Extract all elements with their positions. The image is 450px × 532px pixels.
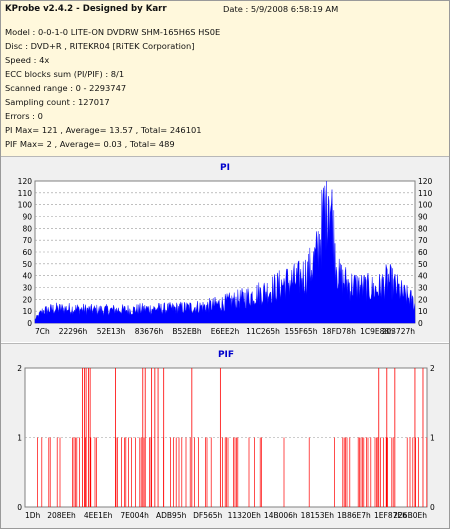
y2-tick-label: 0: [430, 503, 435, 512]
x-tick-label: 7Ch: [35, 327, 50, 336]
x-tick-label: 18153Eh: [301, 511, 335, 520]
x-tick-label: 14B006h: [264, 511, 298, 520]
y2-tick-label: 90: [418, 213, 428, 222]
y2-tick-label: 10: [418, 307, 428, 316]
x-tick-label: 7E004h: [120, 511, 149, 520]
info-pif-stats: PIF Max= 2 , Average= 0.03 , Total= 489: [5, 139, 175, 149]
y-tick-label: 20: [22, 295, 32, 304]
y2-tick-label: 120: [418, 177, 433, 186]
x-tick-label: 18FD78h: [322, 327, 356, 336]
x-tick-label: 155F65h: [285, 327, 318, 336]
x-tick-label: 52E13h: [97, 327, 126, 336]
x-tick-label: E6EE2h: [211, 327, 240, 336]
x-tick-label: ADB95h: [156, 511, 187, 520]
x-tick-label: 22296h: [59, 327, 88, 336]
y-tick-label: 110: [18, 189, 33, 198]
pi-chart-panel: PI 0 10 20 30 40 50 60 70 80 90 100 110 120 0 10 20 30 40 5…: [1, 157, 449, 342]
y-tick-label: 60: [22, 248, 32, 257]
x-tick-label: 1C9E88h: [360, 327, 394, 336]
chart-title: PI: [220, 163, 230, 173]
pif-chart: PIF 0 1 2 0 1 2 1Dh 208EEh 4EE1Eh 7E004h ADB95h DF56…: [17, 350, 435, 520]
info-range: Scanned range : 0 - 2293747: [5, 83, 127, 93]
y2-tick-label: 80: [418, 224, 428, 233]
pif-bars: [37, 368, 428, 507]
x-tick-label: 4EE1Eh: [84, 511, 113, 520]
y2-tick-label: 40: [418, 272, 428, 281]
y-tick-label: 120: [18, 177, 33, 186]
x-tick-label: 1B86E7h: [337, 511, 371, 520]
scan-date: Date : 5/9/2008 6:58:19 AM: [223, 4, 339, 14]
pi-chart: PI 0 10 20 30 40 50 60 70 80 90 100 110 120 0 10 20 30 40 5…: [18, 163, 433, 336]
y-tick-label: 50: [22, 260, 32, 269]
y-tick-label: 70: [22, 236, 32, 245]
y-tick-label: 10: [22, 307, 32, 316]
x-tick-label: 203727h: [382, 327, 416, 336]
y2-tick-label: 2: [430, 364, 435, 373]
info-disc: Disc : DVD+R , RITEKR04 [RiTEK Corporati…: [5, 41, 195, 51]
y2-tick-label: 100: [418, 201, 433, 210]
y-tick-label: 40: [22, 272, 32, 281]
y2-tick-label: 70: [418, 236, 428, 245]
y2-tick-label: 20: [418, 295, 428, 304]
x-tick-label: 11C265h: [246, 327, 280, 336]
chart-separator: [1, 343, 449, 344]
y-tick-label: 80: [22, 224, 32, 233]
y-tick-label: 2: [17, 364, 22, 373]
y2-tick-label: 0: [418, 319, 423, 328]
pif-chart-panel: PIF 0 1 2 0 1 2 1Dh 208EEh 4EE1Eh 7E004h ADB95h DF56…: [1, 344, 449, 528]
y2-tick-label: 1: [430, 434, 435, 443]
x-tick-label: B52EBh: [172, 327, 202, 336]
x-tick-label: 83676h: [135, 327, 164, 336]
info-speed: Speed : 4x: [5, 55, 50, 65]
x-tick-label: 1EF87Eh: [374, 511, 407, 520]
y2-tick-label: 30: [418, 284, 428, 293]
y2-tick-label: 50: [418, 260, 428, 269]
x-tick-label: 11320Eh: [228, 511, 262, 520]
y-tick-label: 90: [22, 213, 32, 222]
info-errors: Errors : 0: [5, 111, 43, 121]
info-ecc: ECC blocks sum (PI/PIF) : 8/1: [5, 69, 125, 79]
x-tick-label: 226B0Eh: [393, 511, 427, 520]
y2-tick-label: 110: [418, 189, 433, 198]
y-tick-label: 30: [22, 284, 32, 293]
x-tick-label: 1Dh: [25, 511, 41, 520]
disc-info-panel: KProbe v2.4.2 - Designed by Karr Date : …: [1, 1, 449, 157]
y2-tick-label: 60: [418, 248, 428, 257]
y-tick-label: 0: [27, 319, 32, 328]
info-pi-stats: PI Max= 121 , Average= 13.57 , Total= 24…: [5, 125, 202, 135]
chart-title: PIF: [218, 350, 234, 360]
x-tick-label: 208EEh: [47, 511, 76, 520]
info-sampling: Sampling count : 127017: [5, 97, 110, 107]
y-tick-label: 100: [18, 201, 33, 210]
y-tick-label: 1: [17, 434, 22, 443]
app-title: KProbe v2.4.2 - Designed by Karr: [5, 4, 167, 14]
x-tick-label: DF565h: [193, 511, 222, 520]
y-tick-label: 0: [17, 503, 22, 512]
info-model: Model : 0-0-1-0 LITE-ON DVDRW SHM-165H6S…: [5, 27, 221, 37]
pi-data-area: [34, 180, 416, 324]
